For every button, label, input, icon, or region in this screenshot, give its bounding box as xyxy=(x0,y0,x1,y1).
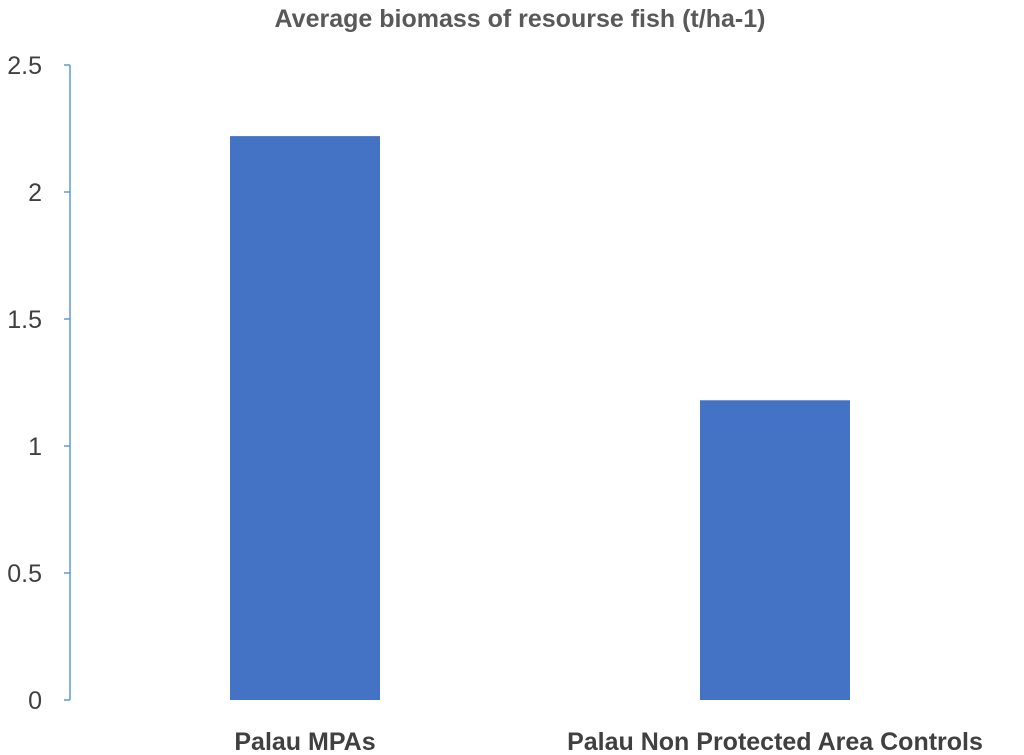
y-tick-label: 0.5 xyxy=(7,560,42,588)
bars-group xyxy=(230,136,850,700)
x-category-label: Palau Non Protected Area Controls xyxy=(567,728,983,755)
bar-2 xyxy=(700,400,850,700)
x-category-label: Palau MPAs xyxy=(234,728,375,755)
y-tick-label: 2.5 xyxy=(7,52,42,80)
y-tick-label: 2 xyxy=(28,179,42,207)
x-axis-labels: Palau MPAs Palau Non Protected Area Contr… xyxy=(234,728,983,755)
y-tick-label: 1.5 xyxy=(7,306,42,334)
bar-1 xyxy=(230,136,380,700)
y-axis-ticks: 0 0.5 1 1.5 2 2.5 xyxy=(7,52,70,715)
y-tick-label: 1 xyxy=(28,433,42,461)
y-tick-label: 0 xyxy=(28,687,42,715)
chart-title: Average biomass of resourse fish (t/ha-1… xyxy=(275,5,766,33)
